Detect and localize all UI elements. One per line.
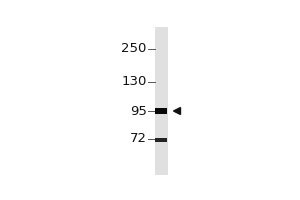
Text: 95: 95	[130, 105, 147, 118]
Text: 250: 250	[122, 42, 147, 55]
Bar	[155, 138, 167, 142]
Bar	[155, 27, 168, 175]
Polygon shape	[173, 108, 181, 114]
Bar	[155, 108, 167, 114]
Text: 130: 130	[122, 75, 147, 88]
Text: 72: 72	[130, 132, 147, 145]
